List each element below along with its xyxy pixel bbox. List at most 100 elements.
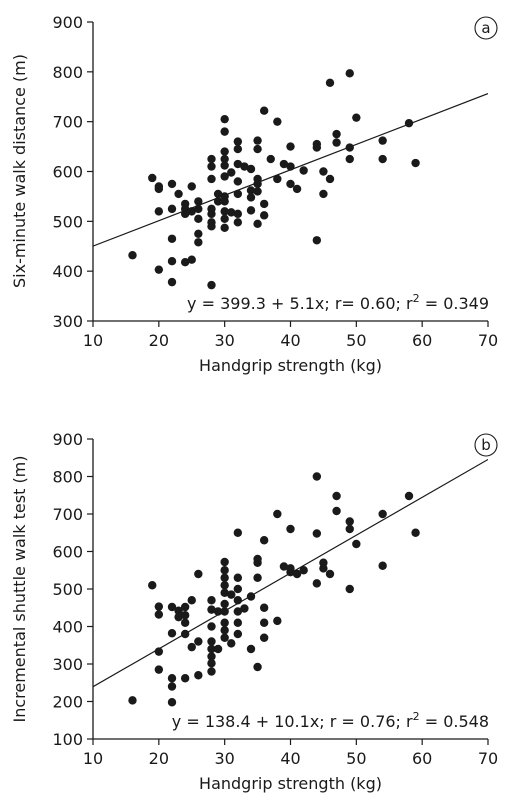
- data-point: [220, 599, 229, 609]
- data-point: [325, 569, 335, 579]
- data-point: [378, 561, 387, 570]
- x-tick-label: 10: [83, 331, 103, 350]
- data-point: [180, 629, 190, 639]
- y-tick-label: 600: [52, 543, 83, 562]
- data-point: [154, 665, 164, 674]
- data-point: [253, 558, 262, 567]
- data-point: [220, 566, 229, 575]
- y-tick-label: 400: [52, 618, 83, 637]
- data-point: [378, 154, 387, 164]
- data-point: [411, 158, 420, 168]
- data-point: [345, 69, 354, 78]
- data-point: [319, 167, 328, 176]
- equation-superscript: 2: [413, 292, 420, 305]
- data-point: [128, 696, 137, 705]
- data-point: [233, 584, 243, 594]
- data-point: [167, 179, 177, 189]
- data-point: [345, 524, 354, 534]
- data-point: [325, 78, 335, 87]
- data-point: [187, 596, 196, 605]
- data-point: [312, 236, 322, 245]
- data-point: [286, 567, 295, 577]
- panel-label: b: [481, 436, 491, 454]
- data-point: [207, 622, 216, 631]
- data-point: [312, 143, 322, 152]
- equation-tail: = 0.548: [420, 712, 489, 731]
- data-point: [233, 596, 243, 605]
- data-point: [332, 129, 341, 139]
- data-point: [259, 536, 269, 545]
- data-point: [194, 637, 203, 646]
- data-point: [279, 159, 289, 169]
- data-point: [207, 596, 216, 605]
- y-tick-label: 700: [52, 505, 83, 524]
- x-tick-label: 30: [214, 749, 234, 768]
- data-point: [167, 629, 177, 638]
- x-tick-label: 40: [280, 749, 300, 768]
- y-tick-label: 500: [52, 212, 83, 231]
- data-point: [220, 223, 229, 233]
- data-point: [148, 173, 157, 183]
- data-point: [174, 606, 183, 615]
- data-point: [220, 172, 229, 181]
- data-point: [233, 573, 243, 582]
- data-point: [233, 144, 243, 154]
- data-point: [194, 214, 203, 224]
- y-tick-label: 400: [52, 262, 83, 281]
- equation-annotation: y = 399.3 + 5.1x; r= 0.60; r2 = 0.349: [187, 292, 489, 313]
- y-tick-label: 800: [52, 63, 83, 82]
- data-point: [233, 177, 243, 186]
- data-point: [180, 674, 190, 683]
- data-point: [352, 539, 361, 549]
- data-point: [266, 154, 275, 164]
- data-point: [253, 179, 262, 189]
- data-point: [299, 566, 308, 575]
- data-point: [273, 509, 282, 519]
- data-point: [240, 604, 249, 613]
- data-point: [233, 218, 243, 227]
- data-point: [180, 257, 190, 267]
- data-point: [154, 265, 164, 274]
- data-point: [312, 529, 322, 538]
- data-point: [148, 581, 157, 590]
- x-tick-label: 50: [346, 749, 366, 768]
- data-point: [332, 491, 341, 501]
- data-point: [154, 207, 164, 216]
- data-point: [233, 159, 243, 169]
- data-point: [292, 569, 302, 579]
- y-tick-label: 100: [52, 730, 83, 749]
- data-point: [220, 626, 229, 635]
- data-point: [345, 143, 354, 152]
- equation-main: y = 399.3 + 5.1x; r= 0.60; r: [187, 294, 413, 313]
- y-tick-label: 900: [52, 13, 83, 32]
- data-point: [220, 207, 229, 216]
- data-point: [404, 118, 414, 128]
- data-point: [194, 569, 203, 579]
- data-point: [128, 251, 137, 260]
- data-point: [273, 117, 282, 126]
- data-point: [154, 647, 164, 656]
- data-point: [292, 184, 302, 194]
- data-point: [207, 644, 216, 654]
- x-tick-label: 60: [412, 749, 432, 768]
- data-point: [207, 174, 216, 184]
- data-point: [253, 662, 262, 672]
- data-point: [187, 207, 196, 216]
- y-tick-label: 500: [52, 580, 83, 599]
- x-tick-label: 40: [280, 331, 300, 350]
- data-point: [207, 605, 216, 614]
- data-point: [411, 528, 420, 537]
- data-point: [207, 652, 216, 661]
- data-point: [345, 154, 354, 164]
- data-point: [187, 182, 196, 191]
- data-point: [246, 186, 256, 195]
- data-point: [194, 229, 203, 238]
- data-point: [220, 127, 229, 136]
- data-point: [253, 136, 262, 145]
- data-point: [220, 197, 229, 206]
- data-point: [167, 257, 177, 266]
- data-point: [207, 637, 216, 646]
- data-point: [220, 618, 229, 627]
- x-tick-label: 20: [149, 331, 169, 350]
- data-point: [167, 277, 177, 287]
